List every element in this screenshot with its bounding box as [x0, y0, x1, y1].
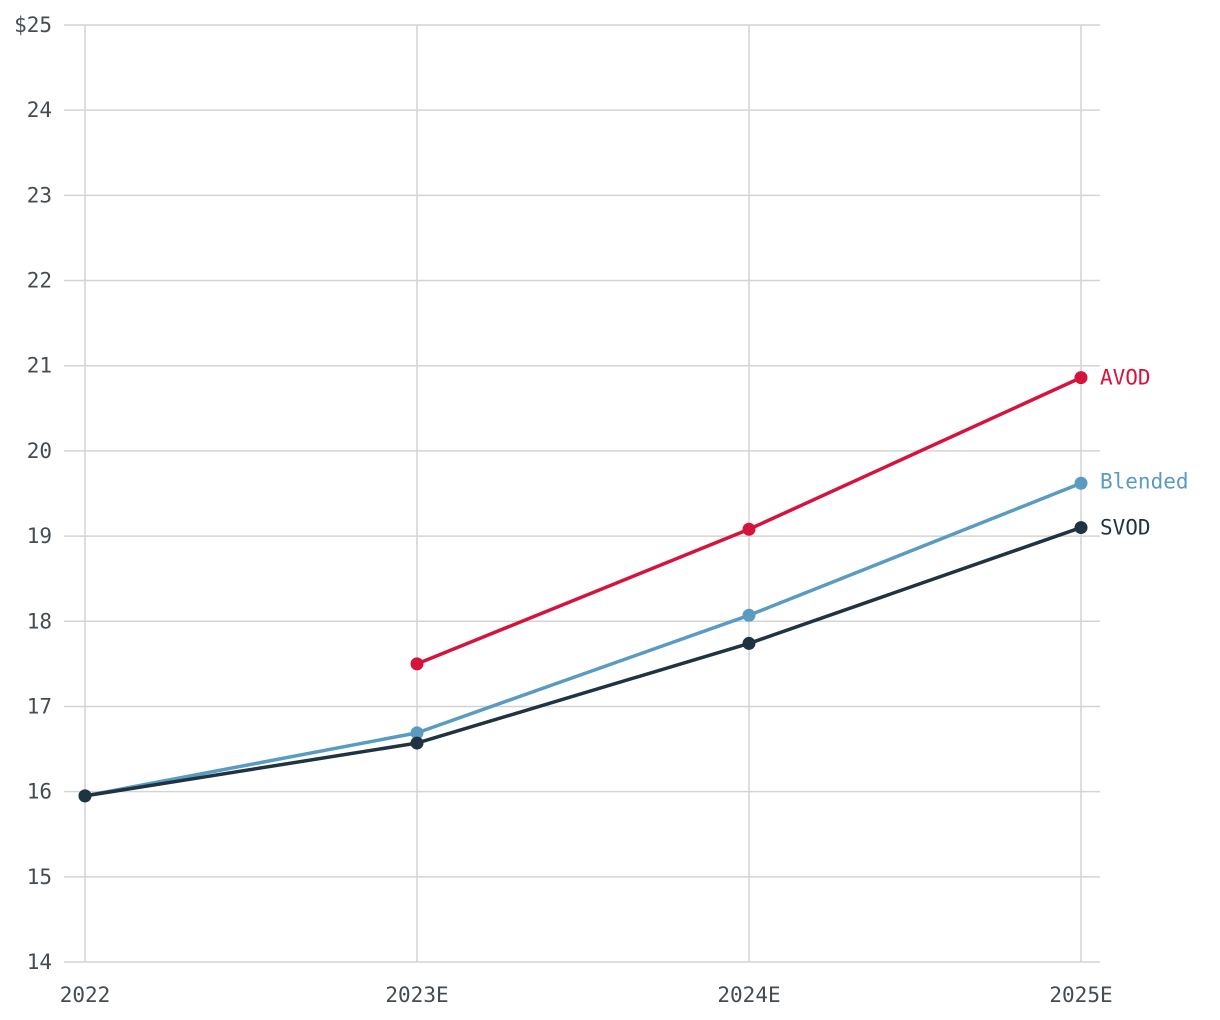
y-tick-label: 24	[27, 98, 52, 122]
series-lines	[78, 371, 1088, 803]
x-tick-label: 2024E	[717, 983, 780, 1007]
y-tick-label: 21	[27, 354, 52, 378]
data-point-avod	[742, 522, 756, 536]
y-tick-label: 20	[27, 439, 52, 463]
data-point-blended	[1074, 476, 1088, 490]
y-tick-label: 18	[27, 609, 52, 633]
series-line-svod	[83, 525, 1083, 798]
y-tick-label: $25	[14, 13, 52, 37]
data-point-avod	[1074, 371, 1088, 385]
series-label-avod: AVOD	[1100, 366, 1151, 390]
y-tick-label: 19	[27, 524, 52, 548]
series-label-svod: SVOD	[1100, 516, 1151, 540]
x-tick-label: 2022	[60, 983, 111, 1007]
y-tick-label: 14	[27, 950, 52, 974]
x-tick-label: 2025E	[1049, 983, 1112, 1007]
y-tick-label: 16	[27, 780, 52, 804]
y-tick-label: 22	[27, 269, 52, 293]
x-tick-label: 2023E	[385, 983, 448, 1007]
tick-labels: 14 15 16 17 18 19 20 21 22 23 24 $25 2022 2023E 2024E 2…	[14, 13, 1188, 1007]
series-line-blended	[83, 481, 1083, 798]
data-point-avod	[410, 657, 424, 671]
data-point-blended	[742, 608, 756, 622]
grid	[64, 24, 1100, 963]
data-point-svod	[78, 789, 92, 803]
data-point-svod	[1074, 521, 1088, 535]
y-tick-label: 17	[27, 694, 52, 718]
y-tick-label: 23	[27, 183, 52, 207]
series-label-blended: Blended	[1100, 469, 1189, 493]
data-point-blended	[410, 726, 424, 740]
y-tick-label: 15	[27, 865, 52, 889]
data-point-svod	[410, 736, 424, 750]
data-point-svod	[742, 636, 756, 650]
